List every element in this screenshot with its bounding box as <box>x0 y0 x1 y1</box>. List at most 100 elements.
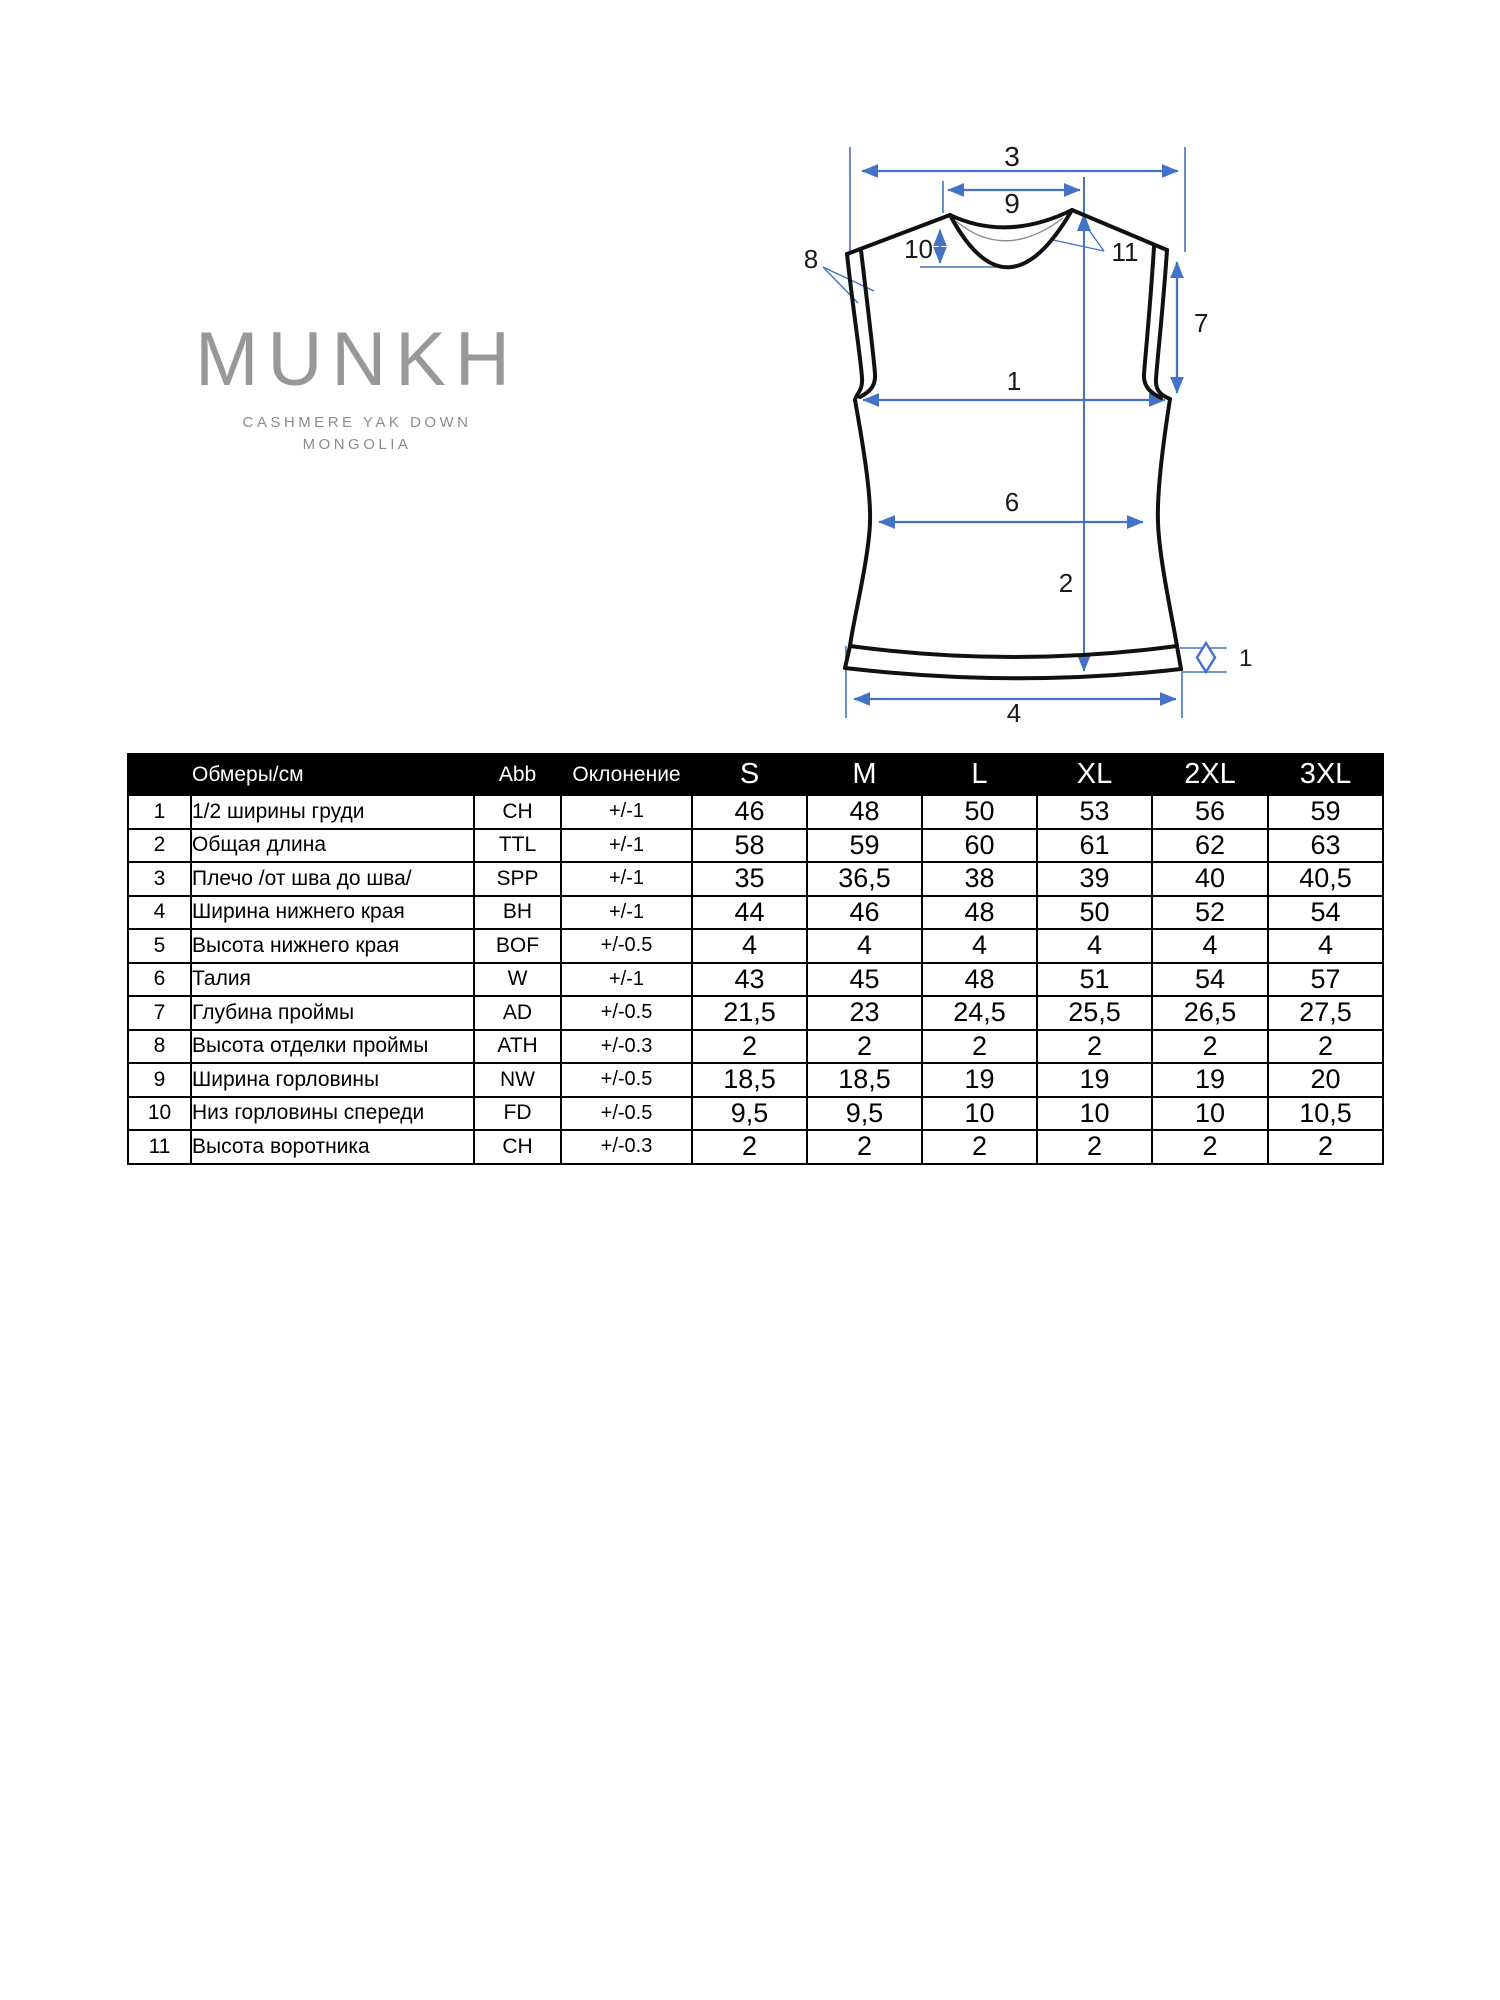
value-2xl: 2 <box>1151 1129 1269 1165</box>
measure-tolerance: +/-0.5 <box>560 995 693 1031</box>
measure-tolerance: +/-1 <box>560 961 693 997</box>
table-row: 10 Низ горловины спереди FD +/-0.5 9,5 9… <box>127 1095 1384 1131</box>
value-xl: 51 <box>1036 961 1153 997</box>
measure-abbreviation: NW <box>473 1062 562 1098</box>
value-2xl: 62 <box>1151 827 1269 863</box>
value-l: 10 <box>921 1095 1038 1131</box>
value-3xl: 63 <box>1267 827 1384 863</box>
value-l: 2 <box>921 1028 1038 1064</box>
value-xl: 2 <box>1036 1028 1153 1064</box>
row-number: 6 <box>127 961 192 997</box>
table-row: 7 Глубина проймы AD +/-0.5 21,5 23 24,5 … <box>127 995 1384 1031</box>
back-neck-line <box>955 217 1064 242</box>
label-length: 2 <box>1059 568 1073 598</box>
value-m: 18,5 <box>806 1062 923 1098</box>
row-number: 11 <box>127 1129 192 1165</box>
value-2xl: 56 <box>1151 794 1269 830</box>
value-xl: 50 <box>1036 894 1153 930</box>
measure-abbreviation: ATH <box>473 1028 562 1064</box>
row-number: 9 <box>127 1062 192 1098</box>
brand-logo: MUNKH CASHMERE YAK DOWN MONGOLIA <box>107 322 607 456</box>
measure-abbreviation: CH <box>473 794 562 830</box>
table-header-row: Обмеры/см Abb Оклонение S M L XL 2XL 3XL <box>127 753 1384 796</box>
label-collar: 11 <box>1112 237 1139 267</box>
dimension-arrows <box>853 164 1184 706</box>
measure-name: Талия <box>190 961 475 997</box>
row-number: 7 <box>127 995 192 1031</box>
value-l: 2 <box>921 1129 1038 1165</box>
value-2xl: 10 <box>1151 1095 1269 1131</box>
value-3xl: 2 <box>1267 1129 1384 1165</box>
table-row: 8 Высота отделки проймы ATH +/-0.3 2 2 2… <box>127 1028 1384 1064</box>
table-row: 5 Высота нижнего края BOF +/-0.5 4 4 4 4… <box>127 928 1384 964</box>
measure-abbreviation: AD <box>473 995 562 1031</box>
header-tolerance: Оклонение <box>560 753 693 796</box>
value-3xl: 54 <box>1267 894 1384 930</box>
dim-length-up-arrowhead <box>1077 213 1091 231</box>
header-corner-cell <box>127 753 192 796</box>
value-m: 2 <box>806 1028 923 1064</box>
value-xl: 61 <box>1036 827 1153 863</box>
header-size-xl: XL <box>1036 753 1153 796</box>
value-xl: 39 <box>1036 861 1153 897</box>
measure-abbreviation: BH <box>473 894 562 930</box>
garment-diagram: 3 9 10 8 11 7 1 6 2 1 4 <box>804 141 1253 728</box>
table-row: 1 1/2 ширины груди CH +/-1 46 48 50 53 5… <box>127 794 1384 830</box>
value-m: 2 <box>806 1129 923 1165</box>
value-2xl: 19 <box>1151 1062 1269 1098</box>
value-2xl: 2 <box>1151 1028 1269 1064</box>
measure-name: Высота нижнего края <box>190 928 475 964</box>
label-shoulder: 3 <box>1004 141 1020 172</box>
value-m: 36,5 <box>806 861 923 897</box>
table-row: 3 Плечо /от шва до шва/ SPP +/-1 35 36,5… <box>127 861 1384 897</box>
row-number: 5 <box>127 928 192 964</box>
header-size-m: M <box>806 753 923 796</box>
value-l: 24,5 <box>921 995 1038 1031</box>
table-row: 6 Талия W +/-1 43 45 48 51 54 57 <box>127 961 1384 997</box>
value-2xl: 54 <box>1151 961 1269 997</box>
value-m: 59 <box>806 827 923 863</box>
measure-tolerance: +/-1 <box>560 861 693 897</box>
measure-tolerance: +/-0.5 <box>560 1062 693 1098</box>
value-s: 4 <box>691 928 808 964</box>
row-number: 10 <box>127 1095 192 1131</box>
measure-tolerance: +/-0.3 <box>560 1028 693 1064</box>
brand-subtitle-line2: MONGOLIA <box>302 436 412 453</box>
measure-name: Ширина нижнего края <box>190 894 475 930</box>
value-2xl: 52 <box>1151 894 1269 930</box>
value-xl: 53 <box>1036 794 1153 830</box>
value-l: 50 <box>921 794 1038 830</box>
value-xl: 19 <box>1036 1062 1153 1098</box>
value-s: 35 <box>691 861 808 897</box>
value-xl: 10 <box>1036 1095 1153 1131</box>
value-l: 4 <box>921 928 1038 964</box>
measure-abbreviation: FD <box>473 1095 562 1131</box>
measure-name: Высота отделки проймы <box>190 1028 475 1064</box>
header-size-l: L <box>921 753 1038 796</box>
label-armhole-depth: 7 <box>1194 308 1208 338</box>
row-number: 2 <box>127 827 192 863</box>
row-number: 8 <box>127 1028 192 1064</box>
value-s: 43 <box>691 961 808 997</box>
value-m: 46 <box>806 894 923 930</box>
measure-name: 1/2 ширины груди <box>190 794 475 830</box>
header-measure: Обмеры/см <box>190 753 475 796</box>
measure-abbreviation: SPP <box>473 861 562 897</box>
value-3xl: 4 <box>1267 928 1384 964</box>
label-armhole-trim: 8 <box>804 244 818 274</box>
brand-name: MUNKH <box>195 317 519 402</box>
measure-name: Низ горловины спереди <box>190 1095 475 1131</box>
label-chest: 1 <box>1007 366 1021 396</box>
row-number: 4 <box>127 894 192 930</box>
value-3xl: 20 <box>1267 1062 1384 1098</box>
value-m: 9,5 <box>806 1095 923 1131</box>
value-l: 48 <box>921 961 1038 997</box>
value-s: 9,5 <box>691 1095 808 1131</box>
header-abb: Abb <box>473 753 562 796</box>
brand-subtitle-line1: CASHMERE YAK DOWN <box>242 414 472 431</box>
value-s: 18,5 <box>691 1062 808 1098</box>
brand-subtitle: CASHMERE YAK DOWN MONGOLIA <box>107 412 607 456</box>
value-s: 2 <box>691 1028 808 1064</box>
measure-abbreviation: W <box>473 961 562 997</box>
